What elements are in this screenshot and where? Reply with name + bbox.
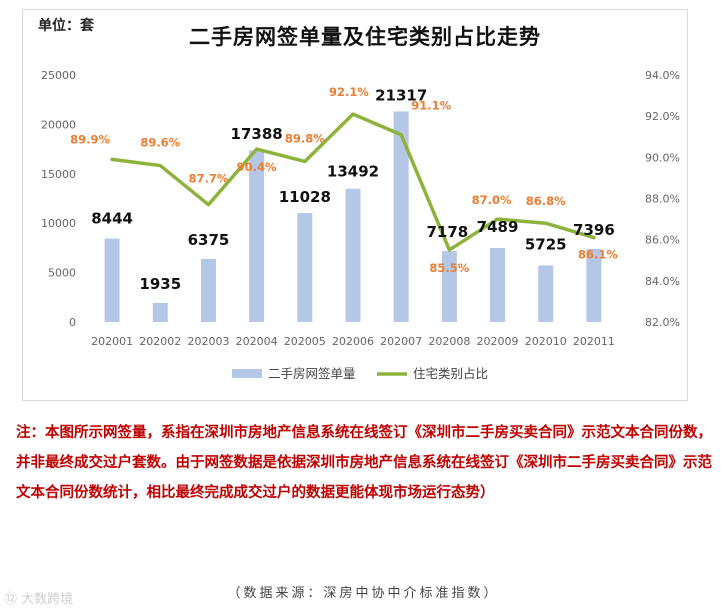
pct-value-label: 86.8%: [526, 194, 566, 208]
line-point: [496, 217, 500, 221]
line-point: [158, 164, 162, 168]
x-tick-label: 202006: [332, 335, 374, 348]
left-tick-label: 10000: [41, 217, 76, 230]
line-point: [592, 236, 596, 240]
x-tick-label: 202007: [380, 335, 422, 348]
right-tick-label: 92.0%: [645, 110, 680, 123]
x-tick-label: 202011: [573, 335, 615, 348]
combo-chart: 0 5000 10000 15000 20000 25000 82.0% 84.0% 86.0…: [41, 69, 680, 381]
bar-value-label: 13492: [327, 163, 379, 181]
left-axis-ticks: 0 5000 10000 15000 20000 25000: [41, 69, 76, 329]
bar: [538, 265, 554, 322]
watermark: ⑫ 大数跨境: [4, 592, 74, 607]
pct-value-label: 86.1%: [578, 248, 618, 262]
pct-value-label: 87.0%: [472, 193, 512, 207]
x-tick-label: 202010: [525, 335, 567, 348]
left-tick-label: 15000: [41, 168, 76, 181]
bar-value-label: 5725: [525, 235, 567, 253]
bar: [490, 248, 506, 322]
bar-series: [104, 111, 602, 323]
line-data-labels: 89.9% 89.6% 87.7% 90.4% 89.8% 92.1% 91.1% 85.5%…: [70, 85, 618, 275]
bar: [345, 188, 361, 322]
x-tick-label: 202008: [428, 335, 470, 348]
line-series: [110, 112, 596, 252]
bar: [249, 150, 265, 322]
pct-value-label: 87.7%: [189, 172, 229, 186]
chart-title: 二手房网签单量及住宅类别占比走势: [189, 24, 541, 49]
line-point: [544, 221, 548, 225]
bar-value-label: 6375: [188, 231, 230, 249]
legend-swatch-bar: [232, 369, 262, 378]
line-point: [351, 112, 355, 116]
legend-label-bar: 二手房网签单量: [268, 366, 356, 381]
pct-value-label: 90.4%: [237, 160, 277, 174]
legend: 二手房网签单量 住宅类别占比: [232, 366, 488, 381]
bar-value-label: 7178: [426, 223, 468, 241]
x-tick-label: 202002: [139, 335, 181, 348]
bar: [441, 251, 457, 322]
line-point: [399, 133, 403, 137]
bar: [104, 238, 120, 322]
right-tick-label: 86.0%: [645, 234, 680, 247]
pct-value-label: 89.8%: [285, 131, 325, 145]
pct-value-label: 89.9%: [70, 132, 110, 146]
bar-value-label: 21317: [375, 86, 427, 104]
x-tick-label: 202001: [91, 335, 133, 348]
x-tick-label: 202005: [284, 335, 326, 348]
bar: [586, 248, 602, 322]
line-point: [447, 248, 451, 252]
left-tick-label: 25000: [41, 69, 76, 82]
unit-label: 单位：套: [38, 18, 94, 34]
x-axis-ticks: 202001 202002 202003 202004 202005 202006 2020…: [91, 335, 615, 348]
line-point: [206, 203, 210, 207]
left-tick-label: 20000: [41, 118, 76, 131]
data-source: （数据来源：深房中协中介标准指数）: [227, 586, 500, 601]
bar-value-label: 8444: [91, 210, 133, 228]
pct-value-label: 92.1%: [329, 85, 369, 99]
bar-value-label: 7396: [573, 221, 615, 239]
left-tick-label: 5000: [48, 267, 76, 280]
right-axis-ticks: 82.0% 84.0% 86.0% 88.0% 90.0% 92.0% 94.0%: [645, 69, 680, 329]
bar: [200, 259, 216, 322]
legend-label-line: 住宅类别占比: [413, 366, 488, 381]
bar: [393, 111, 409, 323]
right-tick-label: 88.0%: [645, 193, 680, 206]
right-tick-label: 82.0%: [645, 316, 680, 329]
right-tick-label: 84.0%: [645, 275, 680, 288]
bar-value-label: 7489: [477, 218, 519, 236]
line-point: [110, 157, 114, 161]
pct-value-label: 85.5%: [429, 261, 469, 275]
x-tick-label: 202009: [477, 335, 519, 348]
bar-value-label: 17388: [231, 125, 283, 143]
pct-value-label: 89.6%: [140, 136, 180, 150]
line-point: [255, 147, 259, 151]
left-tick-label: 0: [69, 316, 76, 329]
line-point: [303, 159, 307, 163]
bar-value-label: 11028: [279, 188, 331, 206]
footnote: 注：本图所示网签量，系指在深圳市房地产信息系统在线签订《深圳市二手房买卖合同》示…: [16, 425, 712, 501]
x-tick-label: 202004: [236, 335, 278, 348]
bar: [152, 302, 168, 322]
bar: [297, 213, 313, 322]
x-tick-label: 202003: [187, 335, 229, 348]
pct-value-label: 91.1%: [411, 99, 451, 113]
bar-data-labels: 8444 1935 6375 17388 11028 13492 21317 7178 7489…: [91, 86, 615, 292]
right-tick-label: 94.0%: [645, 69, 680, 82]
right-tick-label: 90.0%: [645, 151, 680, 164]
bar-value-label: 1935: [139, 275, 181, 293]
